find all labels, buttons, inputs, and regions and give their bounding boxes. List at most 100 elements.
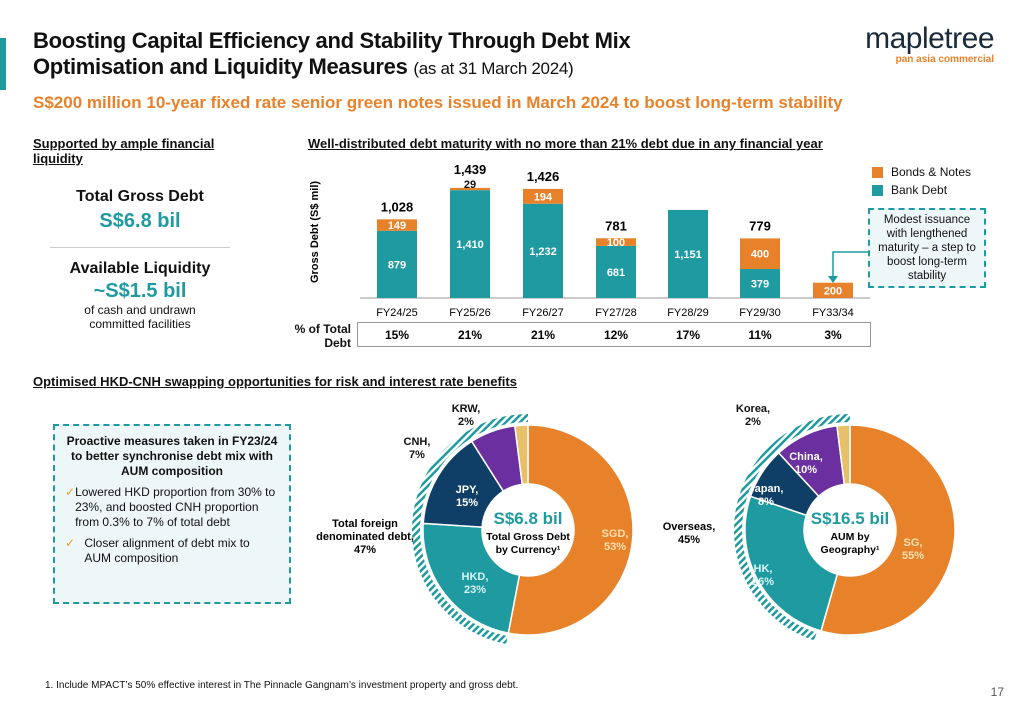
- measures-title: Proactive measures taken in FY23/24 to b…: [66, 434, 278, 478]
- bar-bonds-notes: [740, 238, 780, 270]
- bar-bank-debt: [740, 269, 780, 298]
- checkmark-icon: ✓: [65, 485, 76, 499]
- pct-row-label: % of Total Debt: [294, 322, 351, 350]
- callout-box: Modest issuance with lengthened maturity…: [868, 208, 986, 288]
- liquidity-value: ~S$1.5 bil: [93, 280, 187, 302]
- legend-item-bonds: Bonds & Notes: [872, 163, 971, 181]
- category-label: FY27/28: [595, 307, 637, 319]
- logo-tagline: pan asia commercial: [895, 54, 994, 65]
- total-label: 779: [749, 218, 771, 233]
- debt-value: S$6.8 bil: [99, 210, 181, 232]
- slice-label: SG, 55%: [902, 537, 924, 562]
- page-number: 17: [990, 685, 1004, 699]
- y-axis-label: Gross Debt (S$ mil): [309, 181, 321, 283]
- pct-value: 12%: [604, 328, 628, 342]
- callout-arrow: [832, 251, 868, 278]
- footnote: 1. Include MPACT’s 50% effective interes…: [45, 680, 519, 691]
- total-label: 1,439: [454, 162, 487, 177]
- bar-bank-debt: [450, 190, 490, 298]
- bar-label: 379: [751, 279, 769, 291]
- arrow-head-icon: [828, 276, 838, 283]
- bullet-text: Lowered HKD proportion from 30% to 23%, …: [75, 485, 276, 529]
- bar-label: 149: [388, 220, 406, 232]
- bar-bonds-notes: [377, 219, 417, 231]
- category-label: FY29/30: [739, 307, 781, 319]
- liquidity-heading: Supported by ample financial liquidity: [33, 136, 215, 166]
- legend: Bonds & Notes Bank Debt: [872, 163, 971, 199]
- headline: S$200 million 10-year fixed rate senior …: [33, 93, 843, 112]
- debt-label: Total Gross Debt: [76, 188, 204, 205]
- pct-value: 17%: [676, 328, 700, 342]
- bar-label: 194: [534, 191, 553, 203]
- liquidity-panel: Total Gross Debt S$6.8 bil Available Liq…: [40, 188, 240, 331]
- liquidity-label: Available Liquidity: [69, 260, 211, 277]
- logo-name: mapletree: [865, 22, 994, 55]
- legend-label: Bonds & Notes: [891, 165, 972, 179]
- donut-center-value: S$16.5 bil: [811, 509, 889, 528]
- bar-label: 1,410: [456, 239, 484, 251]
- donut-center-label: Geography¹: [821, 544, 880, 556]
- bar-bonds-notes: [813, 282, 853, 298]
- category-label: FY25/26: [449, 307, 491, 319]
- title-line-1: Boosting Capital Efficiency and Stabilit…: [33, 28, 631, 53]
- slice-label: KRW, 2%: [452, 403, 481, 428]
- legend-swatch: [872, 167, 883, 179]
- category-label: FY26/27: [522, 307, 564, 319]
- pct-value: 15%: [385, 328, 409, 342]
- bar-bonds-notes: [523, 188, 563, 204]
- bar-label: 1,151: [674, 249, 702, 261]
- bar-label: 879: [388, 259, 406, 271]
- total-label: 781: [605, 218, 627, 233]
- bar-bank-debt: [523, 203, 563, 298]
- slice-label: SGD, 53%: [602, 528, 629, 553]
- group-label: Total foreign denominated debt, 47%: [316, 518, 414, 556]
- page-title: Boosting Capital Efficiency and Stabilit…: [33, 28, 631, 82]
- measures-box: Proactive measures taken in FY23/24 to b…: [53, 424, 291, 604]
- maturity-heading: Well-distributed debt maturity with no m…: [308, 136, 823, 151]
- total-label: 1,028: [381, 199, 414, 214]
- legend-item-bank: Bank Debt: [872, 181, 971, 199]
- slice-label: China, 10%: [789, 451, 823, 476]
- logo: mapletree pan asia commercial: [865, 22, 994, 66]
- donut-hole: [804, 484, 896, 576]
- bar-bank-debt: [596, 245, 636, 298]
- slice-label: HKD, 23%: [462, 571, 489, 596]
- bar-label: 200: [824, 285, 842, 297]
- slice-label: HK, 26%: [752, 563, 774, 588]
- title-date: (as at 31 March 2024): [413, 59, 574, 78]
- divider: [50, 247, 230, 248]
- checkmark-icon: ✓: [65, 536, 76, 550]
- slice-label: JPY, 15%: [456, 484, 479, 509]
- bar-bank-debt: [668, 209, 708, 298]
- pct-value: 11%: [748, 328, 772, 342]
- pct-value: 21%: [531, 328, 555, 342]
- total-label: 1,426: [527, 169, 560, 184]
- category-label: FY33/34: [812, 307, 854, 319]
- pct-value: 21%: [458, 328, 482, 342]
- bar-bank-debt: [377, 230, 417, 298]
- pct-value: 3%: [824, 328, 842, 342]
- bar-label: 1,232: [529, 246, 557, 258]
- donut-center-label: Total Gross Debt: [486, 531, 570, 543]
- category-label: FY24/25: [376, 307, 418, 319]
- title-line-2: Optimisation and Liquidity Measures: [33, 54, 408, 79]
- bar-label: 29: [464, 179, 476, 191]
- legend-label: Bank Debt: [891, 183, 948, 197]
- donut-center-value: S$6.8 bil: [494, 509, 563, 528]
- bar-bonds-notes: [596, 238, 636, 246]
- bullet-item: ✓ Lowered HKD proportion from 30% to 23%,…: [65, 485, 279, 530]
- bar-label: 400: [751, 249, 769, 261]
- donut-center-label: AUM by: [830, 531, 869, 543]
- pct-row-box: [357, 322, 871, 347]
- bar-bonds-notes: [450, 187, 490, 191]
- group-label: Overseas, 45%: [663, 521, 716, 546]
- category-label: FY28/29: [667, 307, 709, 319]
- slice-label: CNH, 7%: [404, 436, 431, 461]
- bullet-item: ✓ Closer alignment of debt mix to AUM com…: [65, 536, 279, 566]
- legend-swatch: [872, 185, 883, 197]
- accent-bar: [0, 38, 6, 90]
- donut-center-label: by Currency¹: [496, 544, 561, 556]
- slice-label: Korea, 2%: [736, 403, 770, 428]
- donut-hole: [482, 484, 574, 576]
